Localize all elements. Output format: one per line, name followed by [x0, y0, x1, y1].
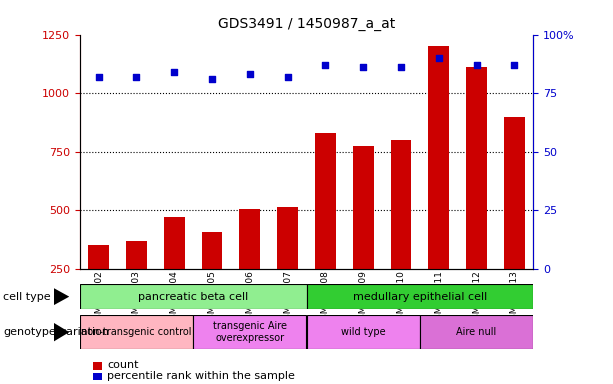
Point — [207, 76, 217, 82]
Point — [472, 62, 482, 68]
Bar — [193, 315, 306, 349]
Point — [509, 62, 519, 68]
Text: transgenic Aire
overexpressor: transgenic Aire overexpressor — [213, 321, 287, 343]
Point — [94, 74, 104, 80]
Bar — [164, 217, 185, 327]
Bar — [306, 284, 533, 309]
Text: count: count — [107, 360, 139, 370]
Bar — [466, 67, 487, 327]
Bar — [80, 284, 306, 309]
Polygon shape — [54, 323, 69, 341]
Point — [169, 69, 179, 75]
Text: genotype/variation: genotype/variation — [3, 327, 109, 337]
Bar — [80, 315, 193, 349]
Point — [434, 55, 444, 61]
Bar — [93, 372, 102, 380]
Bar — [504, 117, 525, 327]
Point — [396, 64, 406, 70]
Point — [131, 74, 141, 80]
Text: percentile rank within the sample: percentile rank within the sample — [107, 371, 295, 381]
Text: cell type: cell type — [3, 291, 51, 302]
Point — [358, 64, 368, 70]
Point — [283, 74, 292, 80]
Point — [245, 71, 255, 78]
Bar — [315, 133, 336, 327]
Text: medullary epithelial cell: medullary epithelial cell — [352, 291, 487, 302]
Bar — [428, 46, 449, 327]
Bar — [202, 232, 223, 327]
Text: wild type: wild type — [341, 327, 386, 337]
Bar — [277, 207, 298, 327]
Bar — [390, 140, 411, 327]
Bar — [420, 315, 533, 349]
Text: non-transgenic control: non-transgenic control — [81, 327, 192, 337]
Point — [321, 62, 330, 68]
Bar — [93, 362, 102, 369]
Polygon shape — [54, 288, 69, 305]
Bar — [88, 245, 109, 327]
Bar — [353, 146, 373, 327]
Text: pancreatic beta cell: pancreatic beta cell — [138, 291, 248, 302]
Text: Aire null: Aire null — [457, 327, 497, 337]
Bar — [126, 241, 147, 327]
Bar — [240, 209, 260, 327]
Bar — [306, 315, 420, 349]
Text: GDS3491 / 1450987_a_at: GDS3491 / 1450987_a_at — [218, 17, 395, 31]
